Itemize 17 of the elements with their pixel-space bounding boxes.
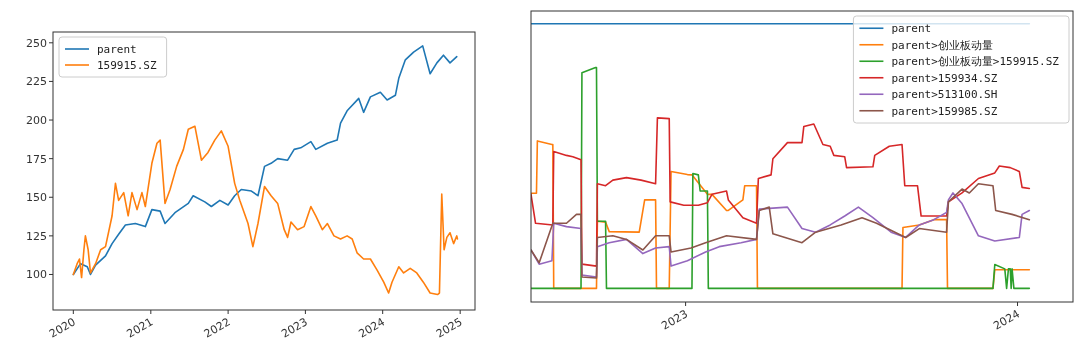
y-tick-label: 250 — [26, 36, 47, 50]
line-series — [72, 125, 459, 296]
y-tick-label: 150 — [26, 191, 47, 205]
legend-label: parent — [891, 22, 932, 36]
legend-label: parent>513100.SH — [891, 88, 998, 102]
legend-label: parent>159934.SZ — [891, 71, 998, 85]
legend-label: parent — [97, 43, 137, 56]
y-tick-label: 175 — [26, 152, 47, 166]
y-tick-label: 100 — [26, 268, 47, 282]
y-tick-label: 225 — [26, 75, 47, 89]
y-tick-label: 200 — [26, 114, 47, 128]
line-series — [72, 45, 458, 276]
legend-label: 159915.SZ — [97, 59, 157, 72]
legend-label: parent>创业板动量 — [891, 38, 993, 52]
legend-label: parent>创业板动量>159915.SZ — [891, 55, 1060, 69]
y-tick-label: 125 — [26, 229, 47, 243]
legend-label: parent>159985.SZ — [891, 104, 998, 118]
